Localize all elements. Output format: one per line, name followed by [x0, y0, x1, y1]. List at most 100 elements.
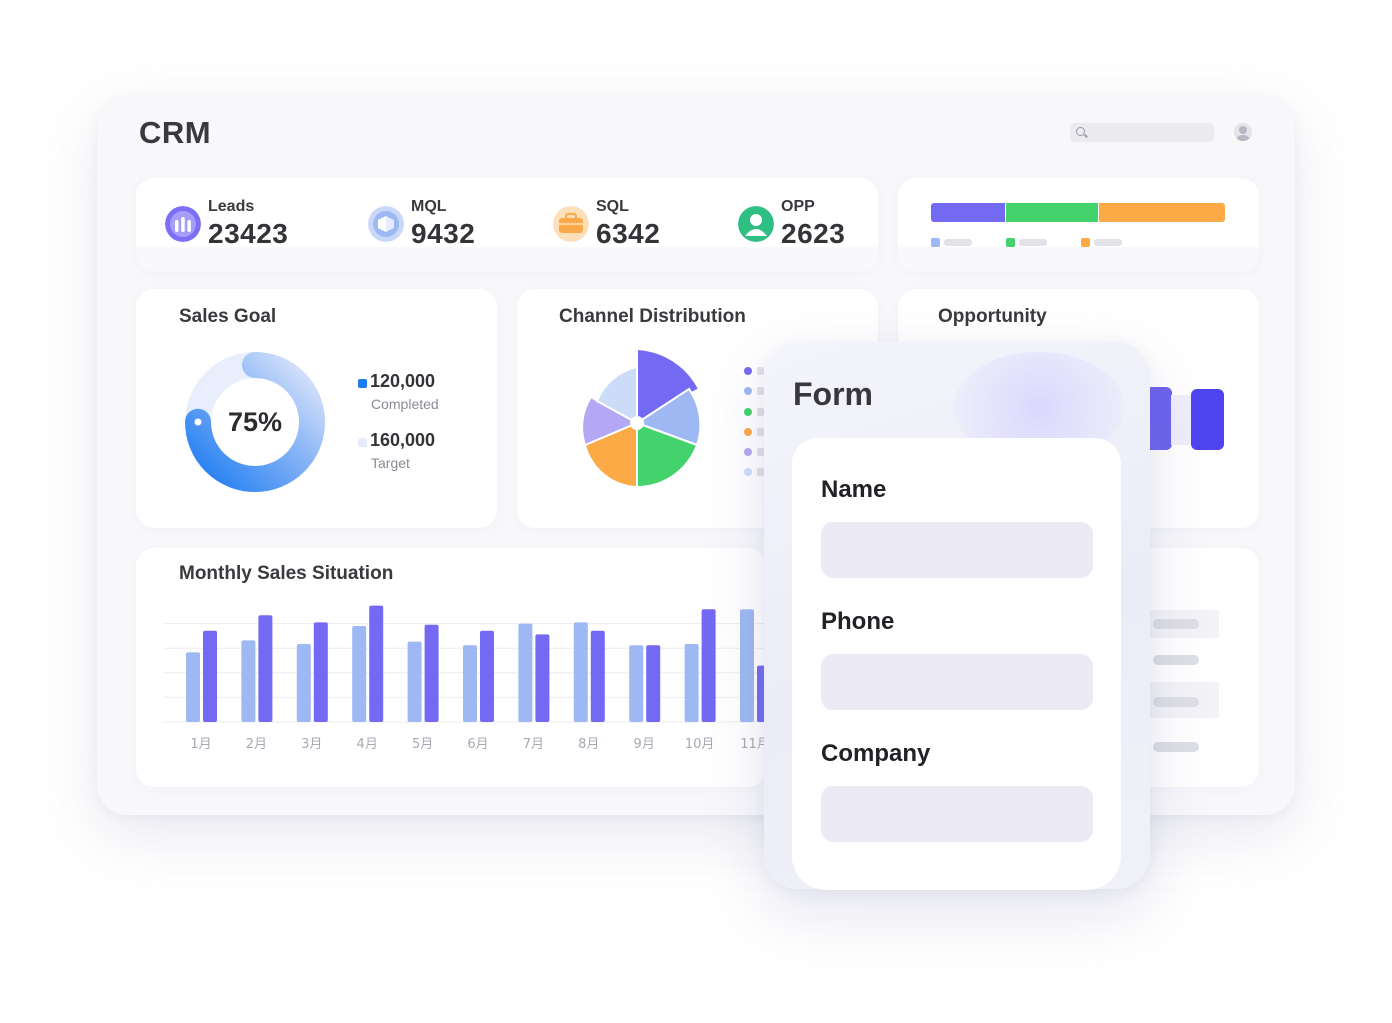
bar[interactable] — [701, 609, 716, 722]
bar[interactable] — [258, 615, 273, 722]
legend-label-placeholder — [757, 468, 764, 476]
bar[interactable] — [590, 630, 605, 722]
completed-label: Completed — [371, 396, 439, 412]
bar[interactable] — [352, 626, 367, 722]
legend-swatch — [1006, 238, 1015, 247]
x-tick-label: 3月 — [301, 737, 322, 752]
legend-swatch — [744, 428, 752, 436]
funnel-bar — [1191, 389, 1224, 450]
stacked-bar-segment — [1006, 203, 1098, 222]
legend-swatch — [744, 367, 752, 375]
funnel-connector — [1171, 395, 1193, 445]
x-tick-label: 1月 — [190, 737, 211, 752]
leads-icon — [165, 206, 201, 242]
pie-slice — [595, 365, 638, 425]
stacked-bar-segment — [1099, 203, 1225, 222]
channel-pie-chart — [581, 347, 702, 489]
bar[interactable] — [296, 644, 311, 722]
legend-label-placeholder — [1019, 239, 1047, 246]
mql-icon — [368, 206, 404, 242]
pie-slice — [581, 395, 640, 447]
briefcase-icon — [553, 206, 589, 242]
pie-slice — [634, 387, 702, 447]
ranking-row-placeholder — [1153, 655, 1199, 665]
x-tick-label: 10月 — [685, 737, 715, 752]
bar[interactable] — [424, 624, 439, 722]
kpi-value: 9432 — [411, 218, 476, 249]
bar[interactable] — [684, 644, 699, 722]
bar[interactable] — [629, 645, 644, 722]
name-label: Name — [821, 476, 887, 503]
sales-goal-donut: 75% — [185, 352, 325, 492]
target-value: 160,000 — [370, 430, 436, 450]
pie-slice — [636, 421, 699, 489]
user-icon — [738, 206, 774, 242]
x-tick-label: 9月 — [634, 737, 655, 752]
company-label: Company — [821, 740, 931, 767]
x-tick-label: 2月 — [246, 737, 267, 752]
fade-overlay — [136, 247, 878, 272]
legend-label-placeholder — [757, 367, 764, 375]
bar[interactable] — [573, 622, 588, 722]
bar[interactable] — [203, 630, 217, 722]
kpi-label: OPP — [781, 198, 815, 215]
legend-label-placeholder — [757, 448, 764, 456]
sales-goal-card: Sales Goal 75% 120,000 Completed 160,000… — [136, 289, 497, 528]
legend-swatch — [931, 238, 940, 247]
bar[interactable] — [740, 609, 754, 722]
pie-slice — [583, 421, 638, 489]
name-input[interactable] — [821, 522, 1093, 578]
fade-overlay — [898, 247, 1259, 272]
legend-swatch — [744, 387, 752, 395]
bar[interactable] — [369, 605, 384, 722]
phone-label: Phone — [821, 608, 895, 635]
completed-value: 120,000 — [370, 371, 436, 391]
legend-label-placeholder — [757, 408, 764, 416]
bar[interactable] — [518, 623, 533, 722]
legend-label-placeholder — [757, 428, 764, 436]
ranking-row-placeholder — [1153, 742, 1199, 752]
kpi-label: Leads — [208, 198, 255, 215]
bar[interactable] — [757, 665, 766, 722]
card-title: Sales Goal — [179, 306, 277, 327]
bar[interactable] — [313, 622, 328, 722]
kpi-value: 2623 — [781, 218, 846, 249]
bar[interactable] — [186, 652, 200, 722]
completed-swatch — [358, 379, 367, 388]
target-label: Target — [371, 455, 410, 471]
x-tick-label: 6月 — [467, 737, 488, 752]
x-tick-label: 4月 — [357, 737, 378, 752]
bar[interactable] — [407, 641, 422, 722]
card-title: Opportunity — [938, 306, 1047, 327]
legend-swatch — [744, 408, 752, 416]
kpi-value: 6342 — [596, 218, 661, 249]
legend-swatch — [1081, 238, 1090, 247]
donut-progress-knob — [194, 418, 202, 426]
monthly-sales-bar-chart: 1月 2月 3月 4月 5月 6月 7月 8月 9月 10月 11月 — [164, 605, 766, 752]
form-panel: Form Name Phone Company — [764, 342, 1150, 890]
search-icon — [1076, 127, 1085, 136]
x-tick-label: 8月 — [578, 737, 599, 752]
donut-percent-label: 75% — [228, 407, 282, 437]
pie-slice — [636, 347, 701, 425]
x-tick-label: 5月 — [412, 737, 433, 752]
search-input[interactable] — [1070, 123, 1214, 142]
ranking-row-placeholder — [1153, 619, 1199, 629]
user-avatar-icon[interactable] — [1234, 123, 1252, 141]
x-tick-label: 11月 — [740, 737, 766, 752]
phone-input[interactable] — [821, 654, 1093, 710]
bar[interactable] — [535, 634, 550, 722]
ranking-row-placeholder — [1153, 697, 1199, 707]
bar[interactable] — [463, 645, 477, 722]
legend-swatch — [744, 448, 752, 456]
bar[interactable] — [241, 640, 256, 722]
monthly-sales-card: Monthly Sales Situation 1月 2月 3月 4月 5月 6月 7月 8月… — [136, 548, 766, 787]
legend-swatch — [744, 468, 752, 476]
kpi-value: 23423 — [208, 218, 289, 249]
stacked-bar-segment — [931, 203, 1005, 222]
bar[interactable] — [480, 630, 494, 722]
dashboard-window: CRM Leads 23423 MQL 9432 — [97, 97, 1295, 815]
company-input[interactable] — [821, 786, 1093, 842]
legend-label-placeholder — [944, 239, 972, 246]
bar[interactable] — [646, 645, 661, 722]
